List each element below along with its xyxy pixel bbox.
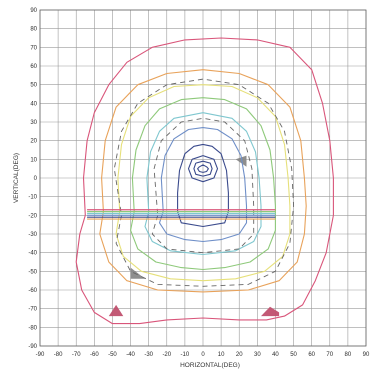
y-tick-label: -40: [28, 251, 37, 257]
y-tick-label: 50: [30, 83, 37, 89]
y-tick-label: 80: [30, 27, 37, 33]
y-tick-label: 10: [30, 157, 37, 163]
y-tick-label: 90: [30, 8, 37, 14]
x-tick-label: -70: [72, 352, 81, 358]
contour-line-8: [193, 160, 213, 177]
x-tick-label: -10: [181, 352, 190, 358]
contour-line-3: [130, 97, 276, 271]
y-tick-label: 70: [30, 45, 37, 51]
y-axis-label: VERTICAL(DEG): [13, 153, 20, 203]
contour-line-10: [113, 78, 295, 287]
contour-line-1: [99, 69, 307, 293]
plot-frame: [39, 9, 367, 347]
x-tick-label: 10: [218, 352, 225, 358]
contour-line-7: [187, 155, 219, 183]
x-tick-label: -20: [162, 352, 171, 358]
fill-region-3: [235, 155, 247, 167]
y-tick-label: -10: [28, 195, 37, 201]
y-tick-label: 30: [30, 120, 37, 126]
x-tick-label: 0: [201, 352, 205, 358]
y-tick-label: 0: [34, 176, 38, 182]
contour-line-2: [115, 84, 291, 282]
y-tick-label: 20: [30, 139, 37, 145]
chart-ticks: -90 -80 -70 -60 -50 -40 -30 -20 -10 0 10 20 30 40 50 60…: [28, 8, 370, 358]
fill-region-1: [261, 306, 280, 317]
y-tick-label: -90: [28, 344, 37, 350]
chart-grid: [39, 9, 367, 347]
x-tick-label: -90: [36, 352, 45, 358]
y-tick-label: -30: [28, 232, 37, 238]
fill-region-2: [130, 267, 145, 279]
chart-series: [75, 37, 334, 325]
contour-line-5: [158, 127, 248, 243]
x-tick-label: 80: [345, 352, 352, 358]
y-tick-label: -60: [28, 288, 37, 294]
y-tick-label: -20: [28, 213, 37, 219]
x-tick-label: -50: [108, 352, 117, 358]
y-tick-label: -80: [28, 325, 37, 331]
x-tick-label: 40: [272, 352, 279, 358]
x-tick-label: 20: [236, 352, 243, 358]
y-tick-label: -70: [28, 307, 37, 313]
x-tick-label: 90: [363, 352, 370, 358]
y-tick-label: 40: [30, 101, 37, 107]
x-tick-label: 70: [326, 352, 333, 358]
x-tick-label: -30: [144, 352, 153, 358]
y-tick-label: 60: [30, 64, 37, 70]
chart-fills: [108, 155, 280, 317]
x-tick-label: 30: [254, 352, 261, 358]
x-tick-label: 60: [308, 352, 315, 358]
chart-bands: [87, 209, 276, 220]
x-tick-label: 50: [290, 352, 297, 358]
x-axis-label: HORIZONTAL(DEG): [180, 362, 240, 369]
contour-line-0: [75, 37, 334, 325]
x-tick-label: -60: [90, 352, 99, 358]
fill-region-0: [108, 304, 124, 317]
y-tick-label: -50: [28, 269, 37, 275]
x-tick-label: -80: [54, 352, 63, 358]
contour-line-11: [151, 117, 255, 254]
contour-line-4: [144, 112, 262, 256]
contour-line-9: [197, 164, 209, 173]
x-tick-label: -40: [126, 352, 135, 358]
contour-line-6: [177, 143, 229, 228]
